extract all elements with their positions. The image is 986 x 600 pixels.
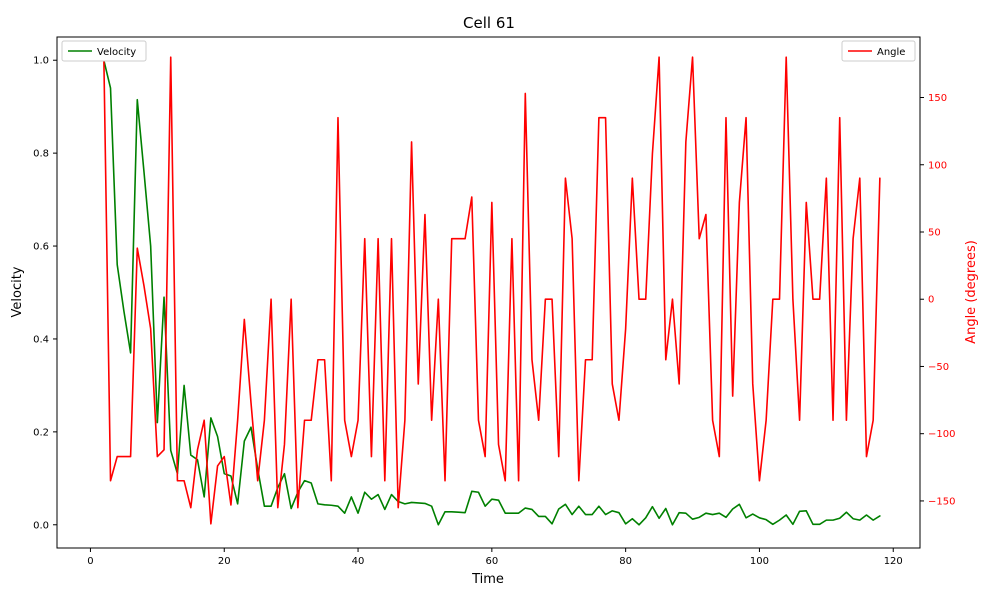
legend-angle-box [841,40,916,62]
x-axis-label: Time [471,572,504,587]
y-left-tick-label: 1.0 [33,56,49,67]
y-left-axis-ticks: 0.0 0.2 0.4 0.6 0.8 1.0 [33,56,57,531]
x-tick-label: 40 [352,556,365,567]
legend-angle-label: Angle [877,47,905,58]
y-right-axis-label: Angle (degrees) [964,240,979,344]
y-left-tick-label: 0.2 [33,427,49,438]
legend-velocity-label: Velocity [97,47,136,58]
y-right-tick-label: 50 [928,227,941,238]
legend-velocity-box [61,40,147,62]
series-line-angle [96,56,881,525]
x-axis-ticks: 0 20 40 60 80 100 120 [87,548,903,567]
y-right-tick-label: 0 [928,295,934,306]
y-right-tick-label: 100 [928,160,947,171]
x-tick-label: 80 [619,556,632,567]
legend-angle: Angle [841,40,916,62]
y-right-axis-ticks: −150 −100 −50 0 50 100 150 [920,93,955,507]
y-right-tick-label: −50 [928,362,949,373]
x-tick-label: 20 [218,556,231,567]
y-right-tick-label: 150 [928,93,947,104]
series-layer [96,56,881,526]
y-left-tick-label: 0.8 [33,149,49,160]
x-tick-label: 100 [750,556,769,567]
x-tick-label: 120 [884,556,903,567]
y-left-tick-label: 0.4 [33,334,49,345]
plot-area [56,36,921,549]
legend-velocity: Velocity [61,40,147,62]
y-left-tick-label: 0.6 [33,242,49,253]
y-left-axis-label: Velocity [10,266,25,317]
y-right-tick-label: −150 [928,496,955,507]
y-left-tick-label: 0.0 [33,520,49,531]
x-tick-label: 60 [485,556,498,567]
plot-frame [56,36,921,549]
y-right-tick-label: −100 [928,429,955,440]
chart-title: Cell 61 [463,14,515,32]
series-line-velocity [96,59,881,526]
x-tick-label: 0 [87,556,93,567]
